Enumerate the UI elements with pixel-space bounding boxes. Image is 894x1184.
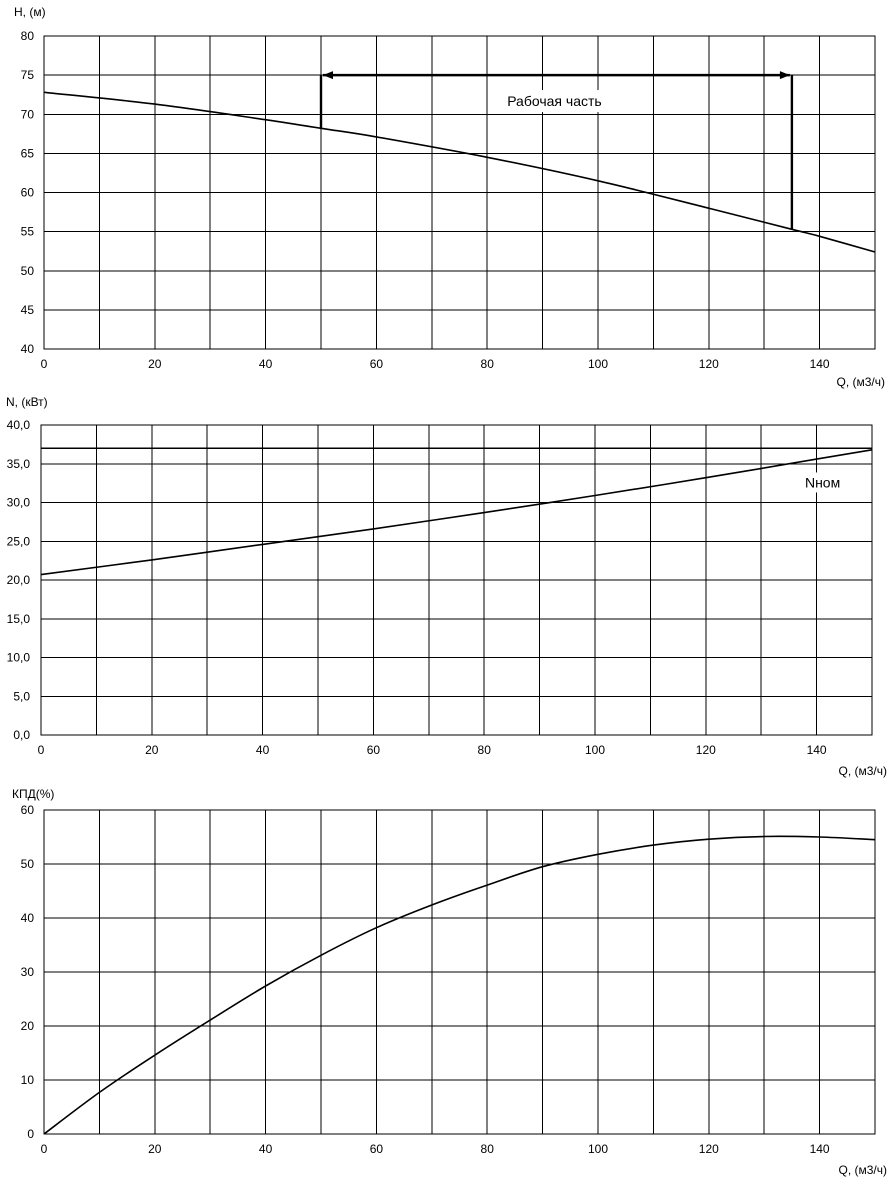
- y-tick-label: 30: [21, 965, 35, 979]
- y-tick-label: 10,0: [7, 651, 31, 665]
- plot-frame: [40, 424, 873, 736]
- x-axis-title: Q, (м3/ч): [838, 764, 887, 778]
- y-tick-label: 80: [21, 29, 35, 43]
- y-tick-label: 55: [21, 225, 35, 239]
- y-tick-label: 40: [21, 342, 35, 356]
- series-line-1: [43, 91, 876, 253]
- y-tick-label: 25,0: [7, 534, 31, 548]
- x-axis-title: Q, (м3/ч): [836, 375, 885, 389]
- annotation-background: [490, 90, 619, 113]
- x-tick-label: 140: [807, 743, 827, 757]
- x-tick-label: 140: [810, 1142, 830, 1156]
- y-tick-label: 60: [21, 803, 35, 817]
- x-tick-label: 120: [699, 357, 719, 371]
- y-tick-label: 20: [21, 1019, 35, 1033]
- x-tick-label: 60: [370, 357, 384, 371]
- x-tick-label: 40: [259, 357, 273, 371]
- plot-frame: [43, 35, 876, 350]
- y-tick-label: 0,0: [13, 728, 30, 742]
- series-line-1: [43, 835, 876, 1135]
- y-tick-label: 45: [21, 303, 35, 317]
- arrowhead-right: [779, 71, 790, 80]
- x-tick-label: 120: [696, 743, 716, 757]
- y-tick-label: 30,0: [7, 496, 31, 510]
- y-tick-label: 5,0: [13, 689, 30, 703]
- x-tick-label: 80: [478, 743, 492, 757]
- x-tick-label: 140: [810, 357, 830, 371]
- x-tick-label: 0: [38, 743, 45, 757]
- annotation-background: [788, 472, 845, 493]
- y-axis-title: N, (кВт): [6, 395, 48, 409]
- plot-frame: [43, 809, 876, 1135]
- y-tick-label: 60: [21, 186, 35, 200]
- x-axis-title: Q, (м3/ч): [838, 1163, 887, 1177]
- x-tick-label: 100: [588, 1142, 608, 1156]
- x-tick-label: 20: [148, 1142, 162, 1156]
- x-tick-label: 40: [256, 743, 270, 757]
- x-tick-label: 80: [481, 1142, 495, 1156]
- y-tick-label: 40: [21, 911, 35, 925]
- y-tick-label: 65: [21, 146, 35, 160]
- y-axis-title: H, (м): [14, 5, 46, 19]
- y-tick-label: 50: [21, 857, 35, 871]
- y-tick-label: 0: [27, 1127, 34, 1141]
- y-tick-label: 35,0: [7, 457, 31, 471]
- y-tick-label: 40,0: [7, 418, 31, 432]
- series-line-1: [40, 449, 873, 576]
- x-tick-label: 0: [41, 1142, 48, 1156]
- working-range-label: Рабочая часть: [507, 93, 602, 109]
- chart-panel-1: 40 45 50 55 60 65 70 75 80 0 20 40 60 80 100 120 140 H, (…: [14, 5, 885, 389]
- x-tick-label: 20: [148, 357, 162, 371]
- x-tick-label: 60: [367, 743, 381, 757]
- x-tick-label: 100: [585, 743, 605, 757]
- x-tick-label: 100: [588, 357, 608, 371]
- y-tick-label: 10: [21, 1073, 35, 1087]
- x-tick-label: 120: [699, 1142, 719, 1156]
- x-tick-label: 0: [41, 357, 48, 371]
- y-tick-label: 15,0: [7, 612, 31, 626]
- nominal-power-label: Nном: [805, 474, 840, 490]
- x-tick-label: 60: [370, 1142, 384, 1156]
- chart-panel-3: 0 10 20 30 40 50 60 0 20 40 60 80 100 120 140 КПД(%) Q, …: [12, 787, 887, 1177]
- x-tick-label: 40: [259, 1142, 273, 1156]
- y-tick-label: 50: [21, 264, 35, 278]
- y-axis-title: КПД(%): [12, 787, 54, 801]
- arrowhead-left: [323, 71, 333, 80]
- y-tick-label: 70: [21, 107, 35, 121]
- y-tick-label: 20,0: [7, 573, 31, 587]
- chart-panel-2: 0,0 5,0 10,0 15,0 20,0 25,0 30,0 35,0 40,0 0 20 40 6…: [6, 395, 887, 778]
- y-tick-label: 75: [21, 68, 35, 82]
- x-tick-label: 20: [145, 743, 159, 757]
- x-tick-label: 80: [481, 357, 495, 371]
